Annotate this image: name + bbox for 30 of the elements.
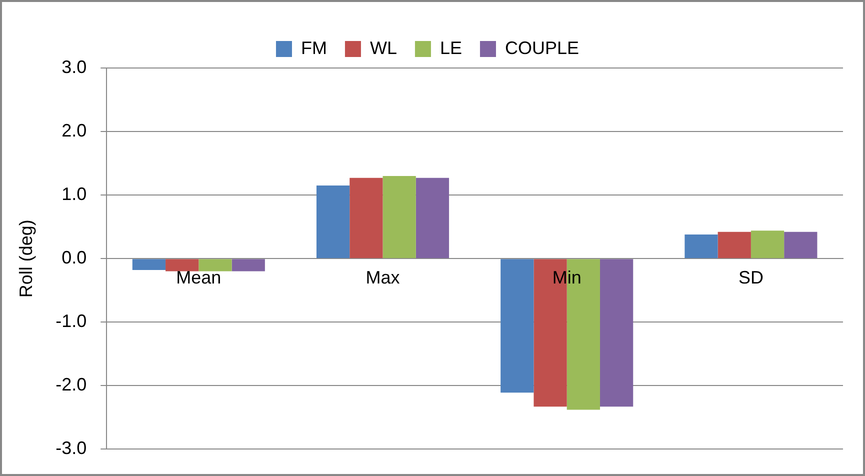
y-tick-label: -2.0 (56, 374, 87, 395)
bar (750, 230, 784, 258)
bar (232, 259, 265, 272)
bar (382, 176, 416, 258)
y-tick-label: -1.0 (56, 311, 87, 332)
x-tick-label: SD (738, 267, 764, 288)
legend-label: COUPLE (504, 38, 580, 58)
legend-label: LE (440, 38, 462, 58)
y-axis-title: Roll (deg) (16, 220, 36, 298)
y-tick-label: 2.0 (62, 120, 87, 140)
bar (684, 234, 718, 258)
bar (132, 259, 166, 270)
legend-label: FM (300, 38, 327, 58)
bar (500, 259, 534, 393)
bar (416, 178, 450, 258)
bar (316, 186, 350, 258)
y-tick-label: 0.0 (62, 248, 87, 268)
x-tick-label: Mean (176, 267, 222, 288)
bar (718, 232, 751, 258)
bar (600, 259, 634, 407)
legend-label: WL (370, 38, 397, 58)
y-tick-label: 1.0 (62, 184, 87, 204)
bar (350, 178, 383, 258)
x-tick-label: Min (552, 267, 582, 288)
y-tick-label: 3.0 (62, 56, 87, 77)
bar (198, 259, 232, 272)
bar (784, 232, 818, 258)
y-tick-label: -3.0 (56, 438, 87, 458)
bar (166, 259, 199, 272)
x-tick-label: Max (366, 267, 400, 288)
